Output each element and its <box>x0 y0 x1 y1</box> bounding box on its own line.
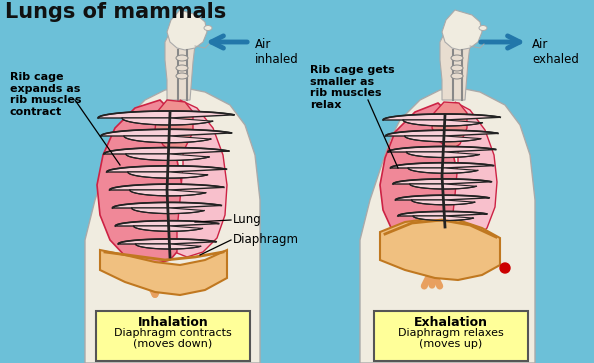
Polygon shape <box>442 10 482 50</box>
Polygon shape <box>115 221 219 226</box>
Polygon shape <box>398 211 487 216</box>
Polygon shape <box>104 148 229 154</box>
Ellipse shape <box>176 65 188 71</box>
Polygon shape <box>112 203 222 208</box>
Polygon shape <box>107 166 226 172</box>
Polygon shape <box>386 130 498 136</box>
Polygon shape <box>380 218 500 280</box>
Polygon shape <box>155 100 193 155</box>
Polygon shape <box>390 163 494 168</box>
FancyBboxPatch shape <box>374 311 528 361</box>
Text: Air
inhaled: Air inhaled <box>255 38 299 66</box>
Ellipse shape <box>176 55 188 61</box>
Polygon shape <box>396 195 489 200</box>
Polygon shape <box>132 208 204 213</box>
Polygon shape <box>403 120 482 126</box>
Polygon shape <box>126 154 209 160</box>
Polygon shape <box>412 200 475 205</box>
Text: Diaphragm contracts: Diaphragm contracts <box>114 328 232 338</box>
Polygon shape <box>122 118 213 125</box>
Polygon shape <box>100 250 227 295</box>
Polygon shape <box>380 103 464 253</box>
Polygon shape <box>452 102 497 247</box>
Polygon shape <box>167 10 207 50</box>
Ellipse shape <box>479 25 487 30</box>
Polygon shape <box>360 88 535 363</box>
FancyBboxPatch shape <box>96 311 250 361</box>
Text: Rib cage gets
smaller as
rib muscles
relax: Rib cage gets smaller as rib muscles rel… <box>310 65 394 110</box>
Polygon shape <box>101 129 232 136</box>
Polygon shape <box>383 114 500 120</box>
Polygon shape <box>135 244 201 249</box>
Polygon shape <box>408 168 478 173</box>
Circle shape <box>500 263 510 273</box>
Text: Air
exhaled: Air exhaled <box>532 38 579 66</box>
Polygon shape <box>413 216 473 221</box>
Polygon shape <box>165 30 195 100</box>
Polygon shape <box>129 190 206 196</box>
Text: Diaphragm: Diaphragm <box>233 233 299 246</box>
Polygon shape <box>118 239 216 244</box>
Polygon shape <box>97 100 187 265</box>
Ellipse shape <box>176 73 188 79</box>
Polygon shape <box>440 30 470 100</box>
Polygon shape <box>98 111 234 118</box>
Text: Lung: Lung <box>233 213 262 227</box>
Polygon shape <box>393 179 491 184</box>
Polygon shape <box>405 136 481 142</box>
Ellipse shape <box>451 65 463 71</box>
Polygon shape <box>124 136 211 143</box>
Ellipse shape <box>204 25 212 30</box>
Polygon shape <box>109 184 224 190</box>
Polygon shape <box>134 226 203 231</box>
Polygon shape <box>85 88 260 363</box>
Text: (moves up): (moves up) <box>419 339 482 349</box>
Polygon shape <box>128 172 208 178</box>
Text: Exhalation: Exhalation <box>414 316 488 329</box>
Text: Diaphragm relaxes: Diaphragm relaxes <box>398 328 504 338</box>
Text: Rib cage
expands as
rib muscles
contract: Rib cage expands as rib muscles contract <box>10 72 81 117</box>
Ellipse shape <box>451 73 463 79</box>
Polygon shape <box>410 184 476 189</box>
Text: Lungs of mammals: Lungs of mammals <box>5 2 226 22</box>
Polygon shape <box>432 102 467 150</box>
Polygon shape <box>388 147 496 152</box>
Ellipse shape <box>451 55 463 61</box>
Text: Inhalation: Inhalation <box>138 316 208 329</box>
Polygon shape <box>406 152 479 158</box>
Text: (moves down): (moves down) <box>134 339 213 349</box>
Polygon shape <box>177 100 227 257</box>
